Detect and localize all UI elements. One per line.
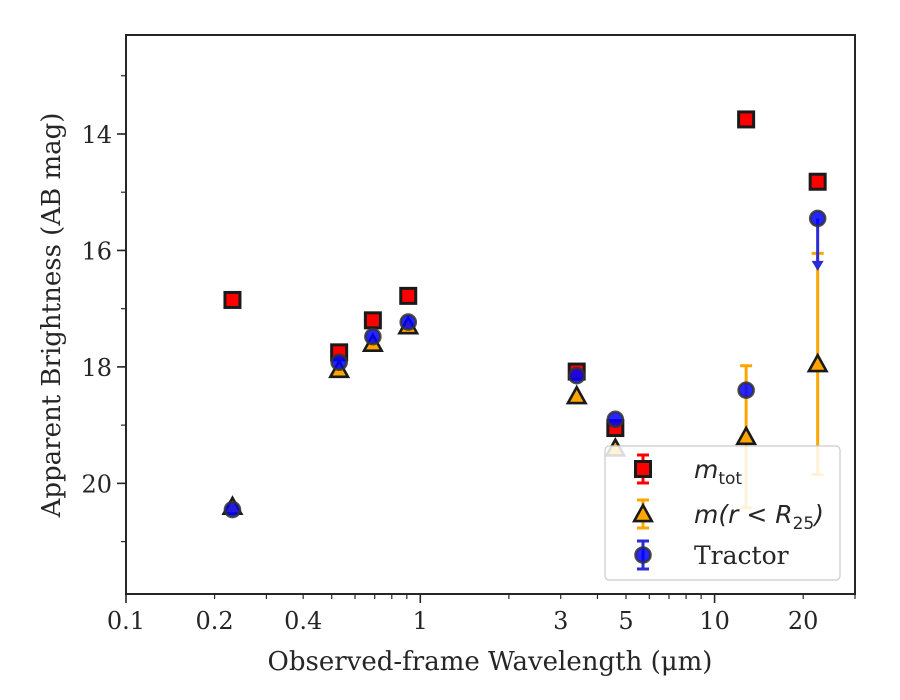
legend-marker <box>634 546 652 564</box>
x-tick-label: 1 <box>413 607 428 635</box>
data-point <box>808 172 827 191</box>
data-point <box>567 366 586 385</box>
legend-label: m(r < R25) <box>694 500 824 534</box>
x-tick-label: 10 <box>699 607 730 635</box>
x-tick-label: 0.2 <box>196 607 234 635</box>
legend: mtot m(r < R25) Tractor <box>604 445 841 581</box>
chart-marks <box>221 110 829 519</box>
data-point <box>806 352 829 373</box>
data-point <box>223 290 242 309</box>
data-point <box>330 353 348 372</box>
x-axis: 0.1 0.2 0.4 1 3 5 10 20 <box>107 594 856 635</box>
data-point <box>737 110 756 129</box>
x-axis-label: Observed-frame Wavelength (μm) <box>268 647 713 677</box>
y-tick-label: 14 <box>81 121 112 149</box>
data-point <box>399 313 418 331</box>
data-point <box>735 425 758 446</box>
x-tick-label: 3 <box>553 607 568 635</box>
legend-label-subscript: tot <box>718 469 742 489</box>
data-point <box>363 311 382 330</box>
data-point <box>223 500 242 519</box>
data-point <box>565 384 588 405</box>
y-tick-label: 20 <box>81 470 112 498</box>
data-point <box>364 327 382 346</box>
data-point <box>808 209 827 228</box>
x-tick-label: 20 <box>788 607 819 635</box>
x-tick-label: 5 <box>618 607 633 635</box>
legend-marker <box>634 460 652 478</box>
data-point <box>737 381 755 399</box>
y-tick-label: 16 <box>81 237 112 265</box>
y-axis-label: Apparent Brightness (AB mag) <box>37 113 67 519</box>
series-2 <box>223 209 827 519</box>
legend-label: Tractor <box>694 541 789 570</box>
legend-marker <box>631 502 655 523</box>
legend-label-base: m <box>694 455 718 484</box>
data-point <box>606 410 625 429</box>
data-point <box>399 286 418 305</box>
legend-label-base: m(r < R <box>694 500 793 529</box>
legend-label: mtot <box>694 455 742 489</box>
x-tick-label: 0.4 <box>284 607 322 635</box>
y-axis: 14 16 18 20 <box>81 75 126 543</box>
y-tick-label: 18 <box>81 354 112 382</box>
upper-limit-arrowhead <box>811 260 824 271</box>
legend-box <box>604 445 841 581</box>
x-tick-label: 0.1 <box>107 607 145 635</box>
legend-label-subscript: 25 <box>793 514 815 534</box>
legend-label-suffix: ) <box>812 500 824 529</box>
legend-label-base: Tractor <box>694 541 789 570</box>
